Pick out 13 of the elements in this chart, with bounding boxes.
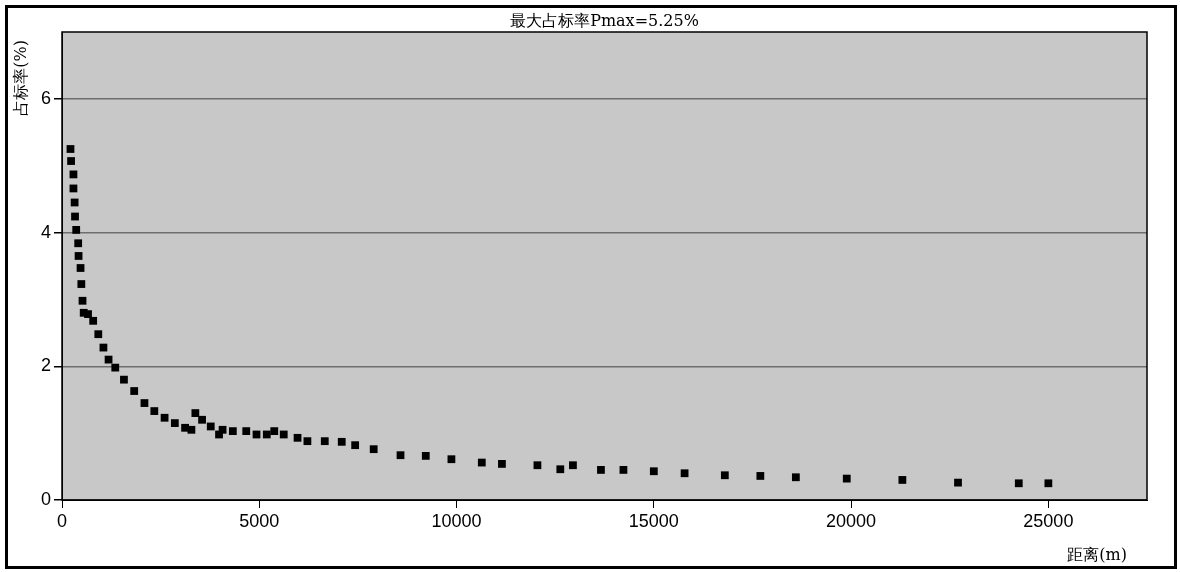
x-tick-label: 20000 (826, 510, 877, 531)
y-tick-label: 6 (40, 87, 51, 108)
y-tick-label: 4 (40, 221, 51, 242)
y-tick-label: 2 (40, 355, 51, 376)
x-tick-label: 10000 (431, 510, 482, 531)
y-axis-title: 占标率(%) (11, 40, 31, 116)
chart-title: 最大占标率Pmax=5.25% (510, 11, 699, 31)
x-axis-title: 距离(m) (1067, 545, 1127, 565)
x-tick-label: 5000 (239, 510, 280, 531)
x-tick-label: 25000 (1023, 510, 1074, 531)
x-tick-label: 15000 (628, 510, 679, 531)
x-tick-label: 0 (56, 510, 68, 531)
y-tick-label: 0 (40, 488, 51, 509)
